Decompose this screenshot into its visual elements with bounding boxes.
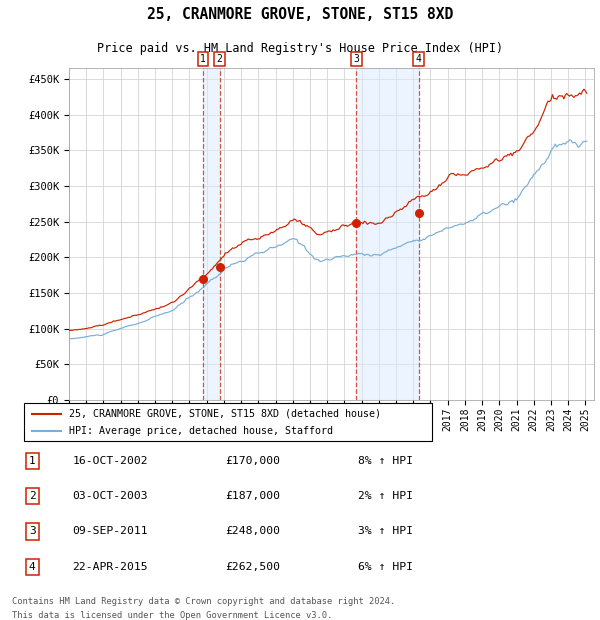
- Text: Contains HM Land Registry data © Crown copyright and database right 2024.: Contains HM Land Registry data © Crown c…: [12, 597, 395, 606]
- FancyBboxPatch shape: [24, 403, 432, 441]
- Text: 2% ↑ HPI: 2% ↑ HPI: [358, 491, 413, 501]
- Bar: [203, 68, 220, 400]
- Text: 3: 3: [29, 526, 35, 536]
- Text: 8% ↑ HPI: 8% ↑ HPI: [358, 456, 413, 466]
- Text: 2: 2: [217, 54, 223, 64]
- Text: 2: 2: [29, 491, 35, 501]
- Text: 25, CRANMORE GROVE, STONE, ST15 8XD: 25, CRANMORE GROVE, STONE, ST15 8XD: [147, 7, 453, 22]
- Text: 4: 4: [29, 562, 35, 572]
- Text: 1: 1: [29, 456, 35, 466]
- Text: This data is licensed under the Open Government Licence v3.0.: This data is licensed under the Open Gov…: [12, 611, 332, 620]
- Text: Price paid vs. HM Land Registry's House Price Index (HPI): Price paid vs. HM Land Registry's House …: [97, 42, 503, 55]
- Text: 1: 1: [200, 54, 206, 64]
- Text: 25, CRANMORE GROVE, STONE, ST15 8XD (detached house): 25, CRANMORE GROVE, STONE, ST15 8XD (det…: [69, 409, 381, 419]
- Bar: [356, 68, 419, 400]
- Text: 6% ↑ HPI: 6% ↑ HPI: [358, 562, 413, 572]
- Text: 16-OCT-2002: 16-OCT-2002: [73, 456, 148, 466]
- Text: 3: 3: [353, 54, 359, 64]
- Text: £187,000: £187,000: [225, 491, 280, 501]
- Text: £262,500: £262,500: [225, 562, 280, 572]
- Text: 09-SEP-2011: 09-SEP-2011: [73, 526, 148, 536]
- Text: 3% ↑ HPI: 3% ↑ HPI: [358, 526, 413, 536]
- Text: £170,000: £170,000: [225, 456, 280, 466]
- Text: 03-OCT-2003: 03-OCT-2003: [73, 491, 148, 501]
- Text: 22-APR-2015: 22-APR-2015: [73, 562, 148, 572]
- Text: 4: 4: [416, 54, 422, 64]
- Text: £248,000: £248,000: [225, 526, 280, 536]
- Text: HPI: Average price, detached house, Stafford: HPI: Average price, detached house, Staf…: [69, 426, 333, 436]
